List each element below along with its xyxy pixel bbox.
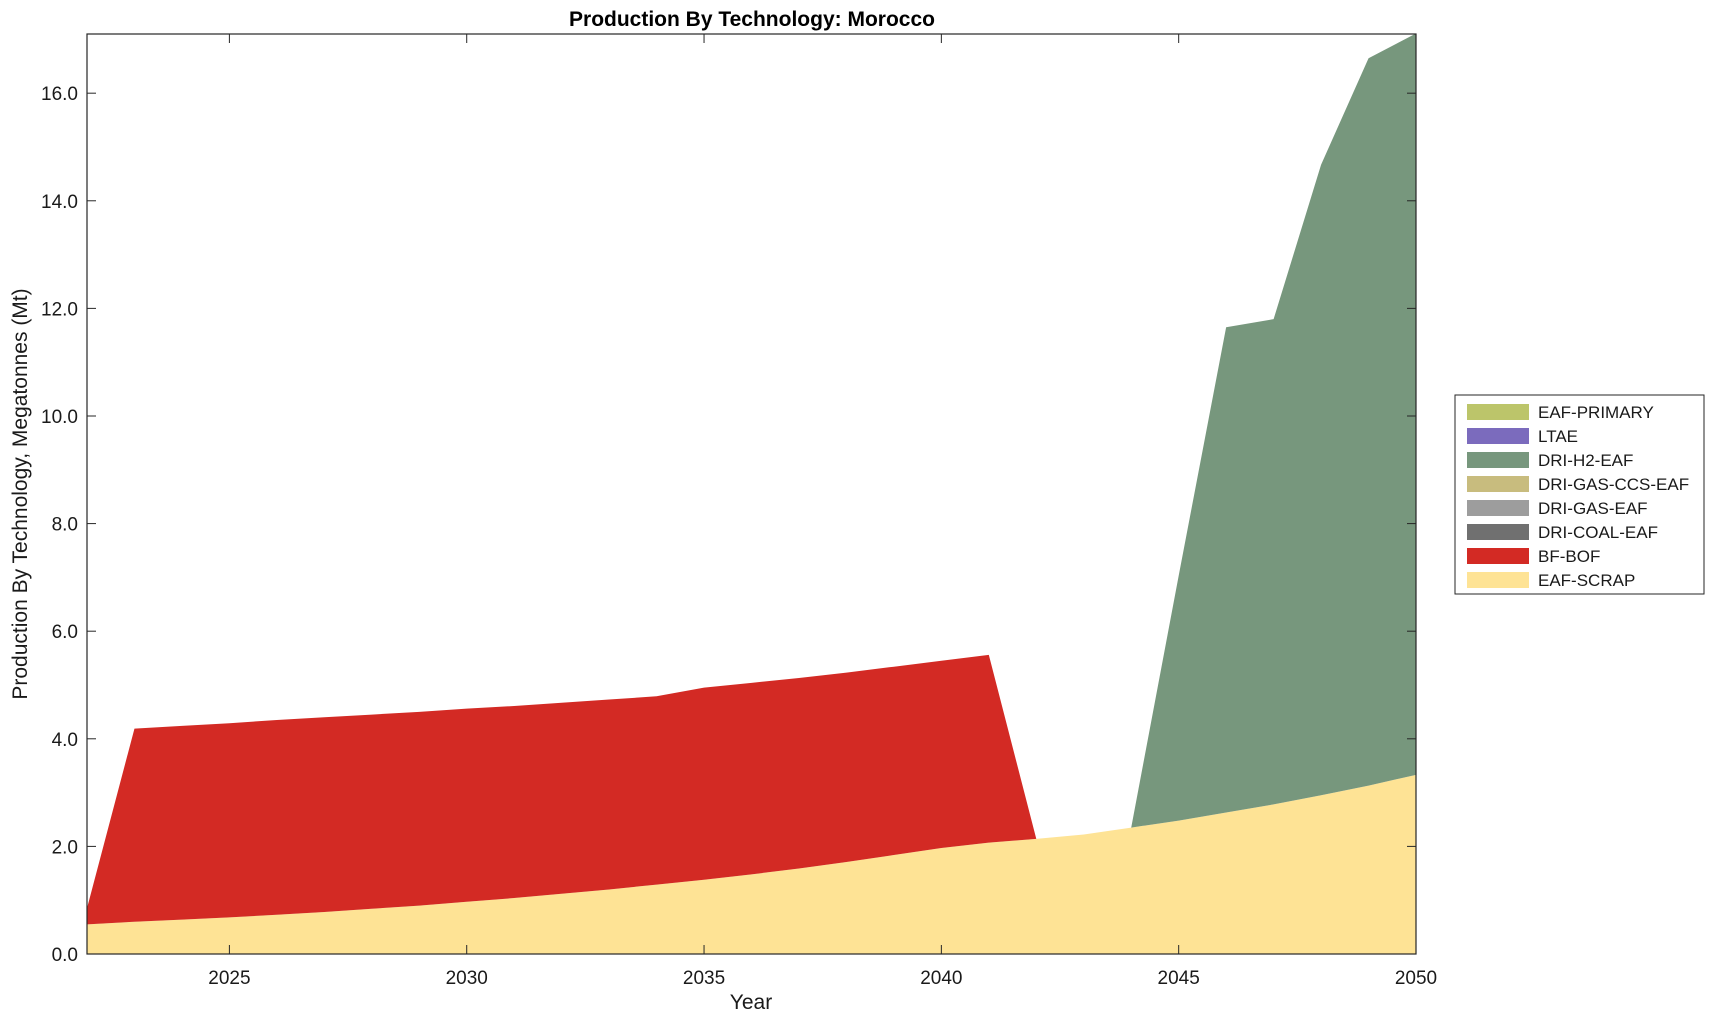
legend-swatch [1467, 500, 1529, 516]
x-tick-label: 2045 [1158, 968, 1200, 989]
legend: EAF-PRIMARY LTAE DRI-H2-EAF DRI-GAS-CCS-EAF… [1454, 394, 1705, 595]
legend-label: DRI-COAL-EAF [1538, 523, 1658, 542]
legend-swatch [1467, 404, 1529, 420]
legend-swatch [1467, 548, 1529, 564]
legend-label: LTAE [1538, 427, 1578, 446]
y-tick-label: 12.0 [41, 299, 78, 320]
y-tick-label: 6.0 [52, 622, 78, 643]
legend-swatch [1467, 428, 1529, 444]
x-axis: 2025 2030 2035 2040 2045 2050 [208, 34, 1437, 989]
x-tick-label: 2040 [920, 968, 962, 989]
legend-label: DRI-GAS-CCS-EAF [1538, 475, 1689, 494]
y-axis-title: Production By Technology, Megatonnes (Mt… [9, 288, 32, 699]
legend-swatch [1467, 476, 1529, 492]
plot-frame [86, 33, 1417, 955]
x-tick-label: 2050 [1395, 968, 1437, 989]
area-bf-bof [87, 654, 1416, 925]
y-tick-label: 0.0 [52, 945, 78, 966]
legend-swatch [1467, 524, 1529, 540]
y-tick-label: 4.0 [52, 730, 78, 751]
y-tick-label: 16.0 [41, 84, 78, 105]
x-axis-title: Year [730, 991, 772, 1014]
stacked-areas [87, 34, 1416, 954]
legend-label: DRI-H2-EAF [1538, 451, 1633, 470]
legend-label: DRI-GAS-EAF [1538, 499, 1648, 518]
x-tick-label: 2035 [683, 968, 725, 989]
area-eaf-scrap [87, 774, 1416, 954]
x-tick-label: 2030 [446, 968, 488, 989]
legend-swatch [1467, 572, 1529, 588]
legend-label: EAF-PRIMARY [1538, 403, 1654, 422]
legend-label: BF-BOF [1538, 547, 1600, 566]
chart-title: Production By Technology: Morocco [569, 8, 935, 31]
y-axis: 0.0 2.0 4.0 6.0 8.0 10.0 12.0 14.0 16.0 [41, 84, 1416, 966]
legend-swatch [1467, 452, 1529, 468]
y-tick-label: 8.0 [52, 515, 78, 536]
legend-label: EAF-SCRAP [1538, 571, 1635, 590]
y-tick-label: 2.0 [52, 837, 78, 858]
y-tick-label: 10.0 [41, 407, 78, 428]
x-tick-label: 2025 [208, 968, 250, 989]
y-tick-label: 14.0 [41, 192, 78, 213]
